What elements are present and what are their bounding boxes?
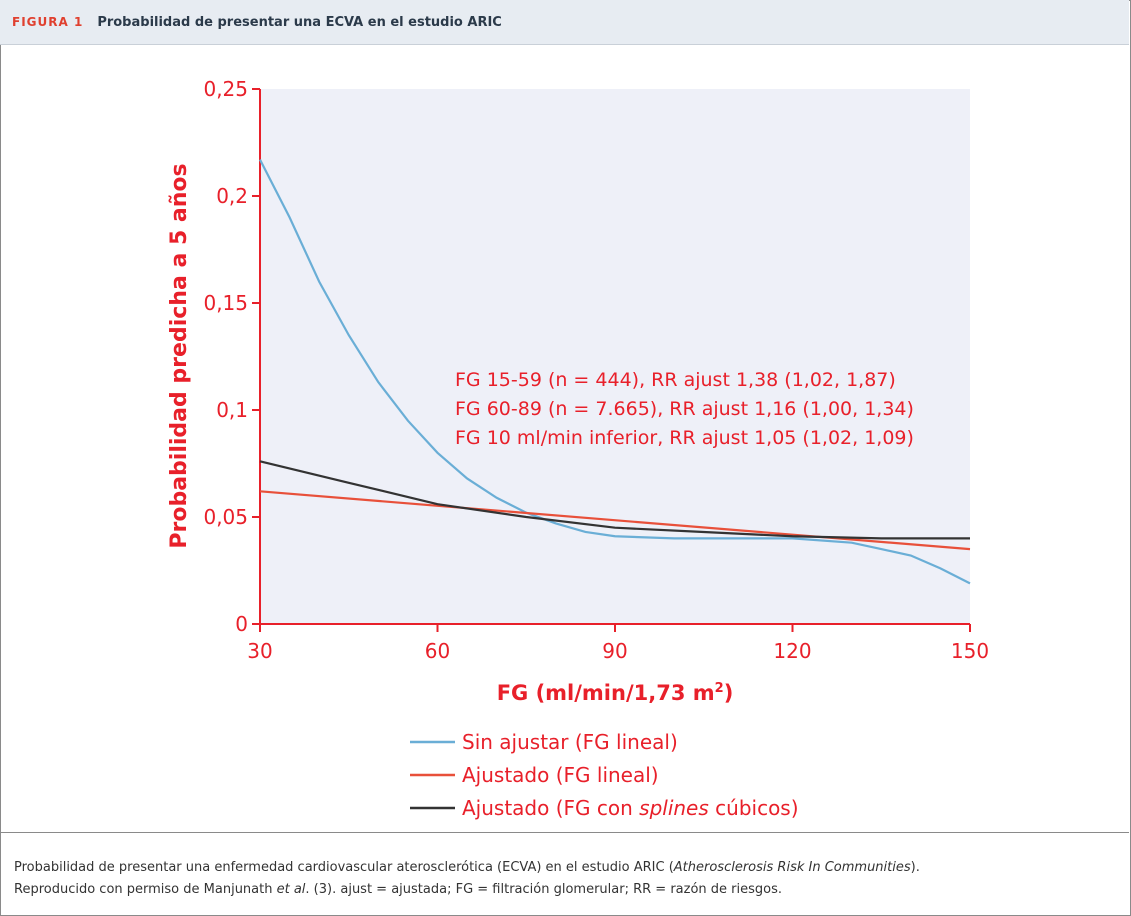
legend-label: Sin ajustar (FG lineal) xyxy=(462,730,678,754)
caption-text: Probabilidad de presentar una enfermedad… xyxy=(14,860,674,875)
caption-text: Reproducido con permiso de Manjunath xyxy=(14,882,277,897)
legend-label-part: cúbicos) xyxy=(709,796,799,820)
y-axis-label: Probabilidad predicha a 5 años xyxy=(167,163,192,548)
x-axis-label-sup: 2 xyxy=(715,681,724,696)
caption-italic: et al xyxy=(276,882,306,897)
legend-label-part: splines xyxy=(639,796,709,820)
x-axis-label-text: FG (ml/min/1,73 m xyxy=(497,681,715,705)
caption-italic: Atherosclerosis Risk In Communities xyxy=(673,860,911,875)
y-tick-label: 0,15 xyxy=(203,291,248,315)
figure-title: Probabilidad de presentar una ECVA en el… xyxy=(97,15,502,30)
y-tick-label: 0 xyxy=(235,612,248,636)
x-tick-label: 90 xyxy=(602,639,627,663)
annotation: FG 60-89 (n = 7.665), RR ajust 1,16 (1,0… xyxy=(455,398,914,420)
chart: Probabilidad predicha a 5 años FG (ml/mi… xyxy=(167,77,989,820)
legend-label: Ajustado (FG lineal) xyxy=(462,763,659,787)
line-series xyxy=(259,159,971,585)
caption-text: ). xyxy=(910,860,920,875)
x-axis-label-end: ) xyxy=(724,681,734,705)
line-series xyxy=(259,490,971,551)
x-tick-label: 120 xyxy=(773,639,811,663)
x-tick-label: 60 xyxy=(425,639,450,663)
caption-line: Probabilidad de presentar una enfermedad… xyxy=(14,857,1129,879)
legend-label-part: Ajustado (FG con xyxy=(462,796,639,820)
legend-label: Ajustado (FG con splines cúbicos) xyxy=(462,796,799,820)
annotation: FG 15-59 (n = 444), RR ajust 1,38 (1,02,… xyxy=(455,369,896,391)
y-tick-label: 0,2 xyxy=(216,184,248,208)
caption: Probabilidad de presentar una enfermedad… xyxy=(0,832,1129,901)
x-axis-label: FG (ml/min/1,73 m2) xyxy=(497,681,734,705)
figure-label: FIGURA 1 xyxy=(12,15,84,29)
plot-background xyxy=(260,89,970,624)
line-series xyxy=(259,460,970,540)
header: FIGURA 1 Probabilidad de presentar una EC… xyxy=(0,0,1129,45)
x-tick-label: 30 xyxy=(247,639,272,663)
annotation: FG 10 ml/min inferior, RR ajust 1,05 (1,… xyxy=(455,427,914,449)
y-tick-label: 0,25 xyxy=(203,77,248,101)
caption-line: Reproducido con permiso de Manjunath et … xyxy=(14,879,1129,901)
y-tick-label: 0,1 xyxy=(216,398,248,422)
x-tick-label: 150 xyxy=(951,639,989,663)
y-tick-label: 0,05 xyxy=(203,505,248,529)
caption-text: . (3). ajust = ajustada; FG = filtración… xyxy=(305,882,782,897)
